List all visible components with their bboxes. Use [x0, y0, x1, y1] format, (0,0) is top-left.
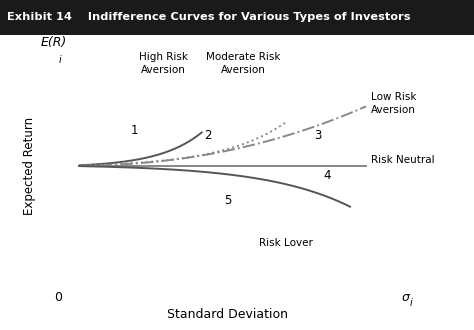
Text: Exhibit 14    Indifference Curves for Various Types of Investors: Exhibit 14 Indifference Curves for Vario…	[7, 12, 410, 22]
Text: E(R): E(R)	[40, 36, 66, 49]
Text: 5: 5	[224, 194, 231, 207]
Text: Risk Neutral: Risk Neutral	[371, 154, 435, 165]
Text: Risk Lover: Risk Lover	[259, 238, 312, 248]
Text: i: i	[410, 298, 412, 308]
Text: 2: 2	[204, 129, 212, 143]
Text: 1: 1	[130, 124, 138, 137]
Text: High Risk
Aversion: High Risk Aversion	[138, 52, 188, 75]
Text: σ: σ	[401, 291, 410, 304]
Text: Moderate Risk
Aversion: Moderate Risk Aversion	[206, 52, 281, 75]
Text: Expected Return: Expected Return	[23, 117, 36, 215]
Text: Standard Deviation: Standard Deviation	[167, 308, 288, 320]
Text: i: i	[58, 55, 61, 65]
Text: 3: 3	[314, 129, 321, 143]
Text: 4: 4	[324, 169, 331, 182]
Text: Low Risk
Aversion: Low Risk Aversion	[371, 92, 417, 115]
Text: 0: 0	[55, 291, 62, 304]
